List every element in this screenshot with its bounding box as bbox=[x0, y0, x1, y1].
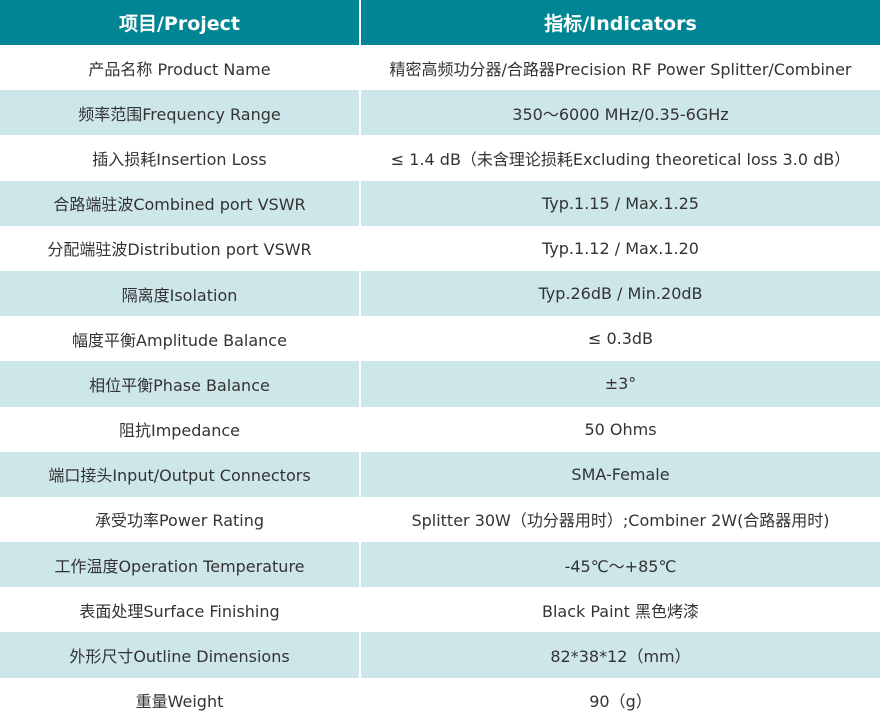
cell-project: 表面处理Surface Finishing bbox=[0, 587, 361, 633]
cell-project: 承受功率Power Rating bbox=[0, 496, 361, 543]
table-row: 幅度平衡Amplitude Balance ≤ 0.3dB bbox=[0, 316, 880, 362]
table-row: 合路端驻波Combined port VSWR Typ.1.15 / Max.1.… bbox=[0, 180, 880, 226]
cell-indicator: ≤ 0.3dB bbox=[587, 329, 654, 349]
table-row: 分配端驻波Distribution port VSWR Typ.1.12 / Ma… bbox=[0, 225, 880, 271]
table-header-row: 项目/Project 指标/Indicators bbox=[0, 0, 880, 45]
cell-project: 幅度平衡Amplitude Balance bbox=[0, 316, 361, 362]
cell-project: 外形尺寸Outline Dimensions bbox=[0, 632, 361, 678]
cell-project: 工作温度Operation Temperature bbox=[0, 542, 361, 588]
cell-indicator: ±3° bbox=[360, 361, 880, 407]
table-row: 工作温度Operation Temperature -45℃～+85℃ bbox=[0, 542, 880, 588]
cell-project: 产品名称 Product Name bbox=[0, 45, 361, 91]
cell-project: 阻抗Impedance bbox=[0, 406, 361, 452]
table-row: 频率范围Frequency Range 350～6000 MHz/0.35-6GH… bbox=[0, 90, 880, 136]
cell-project: 分配端驻波Distribution port VSWR bbox=[0, 225, 361, 271]
table-row: 端口接头Input/Output Connectors SMA-Female bbox=[0, 451, 880, 497]
table-row: 表面处理Surface Finishing Black Paint 黑色烤漆 bbox=[0, 587, 880, 633]
cell-indicator: -45℃～+85℃ bbox=[360, 542, 880, 588]
cell-project: 插入损耗Insertion Loss bbox=[0, 135, 361, 181]
table-row: 隔离度Isolation Typ.26dB / Min.20dB bbox=[0, 270, 880, 317]
cell-indicator: 50 Ohms bbox=[584, 419, 657, 439]
cell-indicator: Typ.26dB / Min.20dB bbox=[360, 270, 880, 317]
table-row: 相位平衡Phase Balance ±3° bbox=[0, 361, 880, 407]
cell-project: 端口接头Input/Output Connectors bbox=[0, 451, 361, 497]
cell-indicator: SMA-Female bbox=[360, 451, 880, 497]
cell-indicator: Splitter 30W（功分器用时）;Combiner 2W(合路器用时) bbox=[411, 511, 830, 531]
cell-indicator: Typ.1.15 / Max.1.25 bbox=[360, 180, 880, 226]
table-row: 插入损耗Insertion Loss ≤ 1.4 dB（未含理论损耗Excludi… bbox=[0, 135, 880, 181]
table-row: 阻抗Impedance 50 Ohms bbox=[0, 406, 880, 452]
cell-project: 频率范围Frequency Range bbox=[0, 90, 361, 136]
cell-indicator: Typ.1.12 / Max.1.20 bbox=[542, 238, 699, 258]
cell-indicator: Black Paint 黑色烤漆 bbox=[541, 601, 700, 621]
cell-indicator: ≤ 1.4 dB（未含理论损耗Excluding theoretical los… bbox=[390, 149, 851, 169]
table-row: 重量Weight 90（g） bbox=[0, 677, 880, 723]
cell-project: 重量Weight bbox=[0, 677, 361, 723]
header-indicators: 指标/Indicators bbox=[360, 0, 880, 45]
table-row: 产品名称 Product Name 精密高频功分器/合路器Precision RF… bbox=[0, 45, 880, 91]
cell-indicator: 350～6000 MHz/0.35-6GHz bbox=[360, 90, 880, 136]
cell-project: 隔离度Isolation bbox=[0, 270, 361, 317]
cell-indicator: 82*38*12（mm） bbox=[360, 632, 880, 678]
header-project: 项目/Project bbox=[0, 0, 361, 45]
cell-indicator: 精密高频功分器/合路器Precision RF Power Splitter/C… bbox=[389, 59, 852, 79]
table-row: 承受功率Power Rating Splitter 30W（功分器用时）;Comb… bbox=[0, 496, 880, 543]
table-row: 外形尺寸Outline Dimensions 82*38*12（mm） bbox=[0, 632, 880, 678]
cell-project: 相位平衡Phase Balance bbox=[0, 361, 361, 407]
cell-indicator: 90（g） bbox=[589, 692, 652, 712]
cell-project: 合路端驻波Combined port VSWR bbox=[0, 180, 361, 226]
